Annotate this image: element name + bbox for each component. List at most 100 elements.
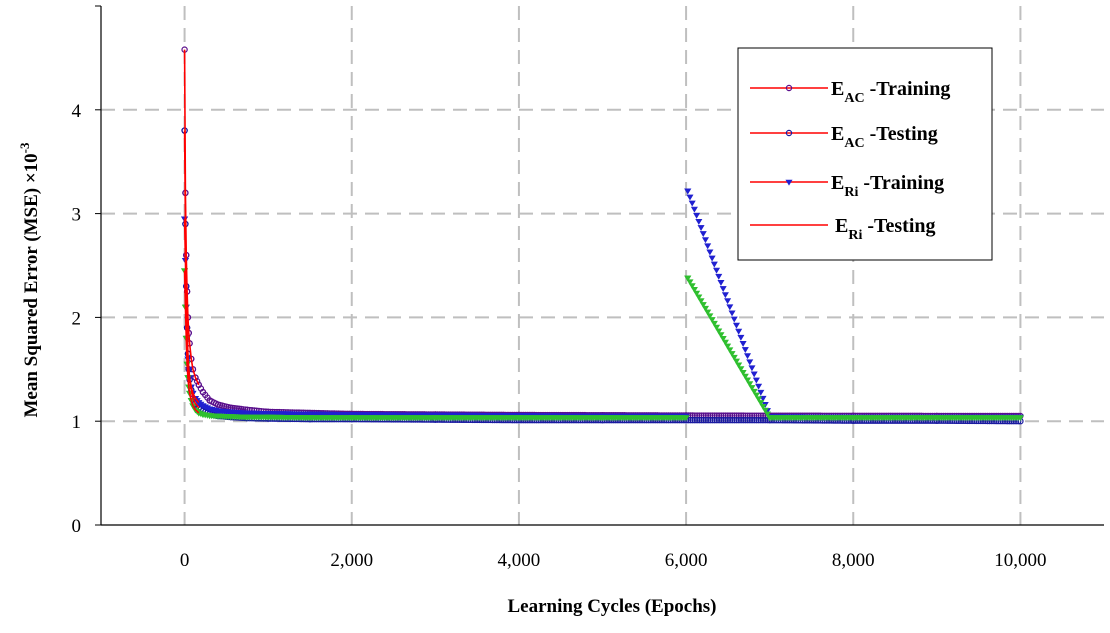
- data-point: [728, 310, 736, 317]
- legend-label-main: E: [831, 172, 844, 194]
- data-point: [755, 396, 763, 403]
- data-point: [708, 255, 716, 262]
- data-point: [704, 416, 712, 424]
- data-point: [690, 286, 698, 293]
- data-point: [717, 332, 725, 339]
- data-point: [741, 373, 749, 380]
- data-point: [721, 292, 729, 299]
- legend-item-eri_training: ERi -Training: [750, 172, 944, 200]
- data-point: [693, 212, 701, 219]
- data-point: [693, 416, 701, 424]
- data-point: [724, 343, 732, 350]
- x-tick-label: 4,000: [498, 550, 541, 571]
- data-point: [746, 359, 754, 366]
- legend-label-main: E: [831, 123, 844, 145]
- data-point: [730, 316, 738, 323]
- data-point: [264, 411, 272, 417]
- data-point: [743, 353, 752, 360]
- data-point: [744, 416, 751, 424]
- y-axis-title-main: Mean Squared Error (MSE) ×10: [21, 153, 42, 417]
- data-point: [702, 416, 710, 424]
- data-point: [715, 328, 723, 335]
- data-point: [728, 351, 736, 358]
- data-point: [690, 206, 698, 213]
- data-point: [933, 415, 941, 422]
- data-point: [686, 194, 694, 201]
- data-point: [724, 298, 732, 305]
- x-tick-label: 8,000: [832, 550, 875, 571]
- data-point: [699, 302, 707, 308]
- legend-item-eac_testing: EAC -Testing: [750, 123, 938, 151]
- data-point: [735, 328, 743, 335]
- data-point: [742, 416, 749, 424]
- data-point: [737, 334, 745, 341]
- data-point: [687, 416, 694, 424]
- data-point: [722, 416, 729, 424]
- data-point: [752, 377, 760, 384]
- data-point: [264, 414, 272, 421]
- data-point: [763, 411, 771, 418]
- data-point: [732, 358, 740, 365]
- y-tick-label: 2: [72, 308, 82, 329]
- x-tick-label: 2,000: [330, 550, 373, 571]
- y-tick-label: 4: [72, 101, 82, 122]
- data-point: [759, 416, 767, 424]
- data-point: [695, 294, 703, 301]
- data-point: [739, 341, 747, 347]
- data-point: [199, 412, 207, 419]
- series-group: [181, 46, 1024, 425]
- data-point: [214, 408, 222, 415]
- data-point: [757, 389, 765, 396]
- data-point: [704, 243, 712, 250]
- data-point: [746, 381, 754, 388]
- data-point: [214, 401, 222, 408]
- data-point: [726, 304, 734, 311]
- data-point: [743, 377, 752, 384]
- data-point: [684, 275, 692, 282]
- data-point: [762, 416, 769, 424]
- data-point: [684, 188, 692, 195]
- data-point: [206, 397, 213, 404]
- data-point: [707, 416, 714, 424]
- data-point: [737, 366, 745, 373]
- data-point: [1016, 415, 1024, 422]
- data-point: [750, 388, 758, 395]
- data-point: [708, 317, 716, 324]
- data-point: [709, 416, 716, 424]
- data-point: [195, 381, 202, 389]
- data-point: [753, 416, 760, 424]
- data-point: [766, 415, 774, 422]
- data-point: [710, 261, 718, 268]
- data-point: [761, 407, 769, 414]
- legend-label-sub: Ri: [844, 185, 858, 200]
- data-point: [713, 324, 721, 331]
- x-tick-label: 6,000: [665, 550, 708, 571]
- data-point: [732, 322, 740, 329]
- legend-label: EAC -Testing: [831, 123, 938, 151]
- data-point: [227, 409, 235, 416]
- data-point: [243, 410, 251, 417]
- legend-label-rest: -Testing: [862, 215, 935, 237]
- data-point: [693, 290, 701, 297]
- data-point: [682, 415, 690, 422]
- data-point: [431, 415, 439, 422]
- legend-swatch-marker: [785, 179, 793, 186]
- x-tick-label: 10,000: [994, 550, 1046, 571]
- data-point: [740, 416, 747, 424]
- data-point: [757, 400, 765, 407]
- data-point: [715, 416, 723, 424]
- y-axis-title-exponent: -3: [17, 142, 32, 153]
- data-point: [741, 347, 749, 353]
- data-point: [199, 388, 207, 396]
- y-tick-label: 1: [72, 412, 82, 433]
- data-point: [697, 225, 705, 231]
- data-point: [713, 416, 721, 424]
- legend-label-sub: AC: [844, 91, 864, 106]
- data-point: [704, 309, 712, 316]
- x-tick-label: 0: [180, 550, 190, 571]
- data-point: [206, 406, 214, 413]
- legend-label-sub: Ri: [848, 228, 862, 243]
